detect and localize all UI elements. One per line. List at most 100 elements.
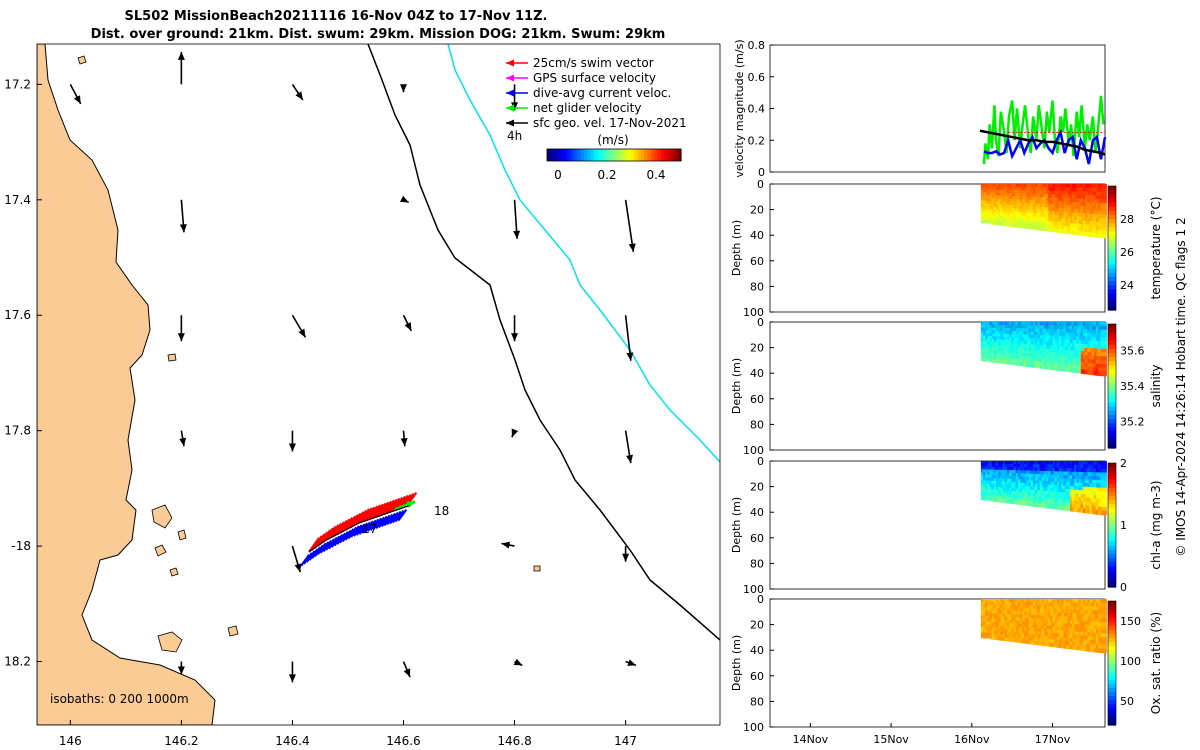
current-vector bbox=[397, 509, 408, 522]
swim-vector bbox=[316, 531, 329, 547]
oxygen-y-tick: 60 bbox=[750, 670, 764, 683]
current-vector bbox=[361, 521, 372, 534]
velocity-y-tick: 0.6 bbox=[748, 71, 766, 84]
chla-panel: 0 20 40 60 80 100 Depth (m) 0 1 2 chl-a (mg m-3) bbox=[730, 455, 1163, 596]
velocity-y-tick: 0.4 bbox=[748, 103, 766, 116]
salinity-cbar-tick: 35.6 bbox=[1120, 345, 1145, 358]
current-vector bbox=[305, 550, 316, 563]
chla-y-tick: 0 bbox=[757, 455, 764, 468]
current-vector bbox=[352, 524, 363, 537]
chla-y-tick: 40 bbox=[750, 506, 764, 519]
geo-velocity-arrow bbox=[624, 199, 636, 252]
legend-note: 4h bbox=[507, 129, 522, 143]
geo-velocity-arrow bbox=[179, 199, 187, 233]
velocity-y-tick: 0 bbox=[758, 166, 765, 179]
current-vector bbox=[341, 529, 352, 542]
swim-vector bbox=[360, 507, 373, 523]
current-vector bbox=[344, 528, 355, 541]
swim-vector bbox=[341, 517, 354, 533]
map-y-ticks: 17.2 17.4 17.6 17.8 -18 18.2 bbox=[4, 77, 42, 669]
temperature-y-tick: 60 bbox=[750, 255, 764, 268]
temperature-ylabel: Depth (m) bbox=[730, 220, 743, 276]
swim-vector bbox=[327, 524, 340, 540]
swim-vector bbox=[374, 502, 387, 518]
current-vector bbox=[314, 544, 324, 557]
velocity-series bbox=[982, 95, 1105, 165]
swim-vector bbox=[349, 512, 362, 528]
swim-vector bbox=[380, 500, 393, 516]
legend-arrow bbox=[506, 74, 528, 82]
swim-vector bbox=[385, 498, 398, 515]
track-line bbox=[308, 505, 410, 553]
speed-colorbar bbox=[546, 148, 682, 162]
current-vector bbox=[380, 514, 391, 528]
temperature-y-tick: 0 bbox=[757, 178, 764, 191]
swim-vector bbox=[352, 511, 365, 527]
current-vector bbox=[391, 510, 402, 524]
swim-vector bbox=[344, 515, 357, 531]
swim-vector bbox=[366, 505, 379, 521]
salinity-y-tick: 100 bbox=[743, 444, 764, 457]
current-vector bbox=[339, 531, 349, 544]
geo-velocity-arrow bbox=[513, 658, 523, 667]
map-y-tick-label: -18 bbox=[11, 539, 31, 553]
salinity-y-tick: 20 bbox=[750, 342, 764, 355]
time-x-tick: 15Nov bbox=[873, 733, 909, 746]
geo-velocity-arrow bbox=[288, 661, 296, 683]
swim-vector bbox=[369, 504, 382, 520]
oxygen-y-tick: 100 bbox=[743, 721, 764, 734]
land-mass bbox=[37, 44, 216, 725]
track-label-17: 17 bbox=[362, 522, 377, 536]
oxygen-colorbar: 50 100 150 Ox. sat. ratio (%) bbox=[1107, 600, 1163, 726]
temperature-colorbar: 24 26 28 temperature (°C) bbox=[1107, 185, 1163, 311]
chla-y-tick: 80 bbox=[750, 557, 764, 570]
legend-entry: net glider velocity bbox=[533, 101, 641, 115]
geo-velocity-arrow bbox=[625, 659, 637, 667]
temperature-y-tick: 100 bbox=[743, 306, 764, 319]
geo-velocity-arrow bbox=[402, 314, 413, 332]
oxygen-cbar-label: Ox. sat. ratio (%) bbox=[1149, 612, 1163, 714]
geo-vectors bbox=[69, 51, 637, 683]
isobath-1000 bbox=[447, 44, 720, 463]
credit-text: © IMOS 14-Apr-2024 14:26:14 Hobart time.… bbox=[1174, 217, 1188, 556]
map-x-ticks: 146 146.2 146.4 146.6 146.8 147 bbox=[59, 720, 637, 748]
current-vector bbox=[319, 541, 330, 554]
current-vector bbox=[369, 518, 380, 531]
geo-velocity-arrow bbox=[501, 541, 515, 549]
velocity-ylabel: velocity magnitude (m/s) bbox=[733, 39, 746, 177]
colorbar-tick-2: 0.4 bbox=[646, 168, 665, 182]
swim-vector bbox=[388, 497, 401, 514]
swim-vector bbox=[322, 527, 334, 543]
colorbar-label: (m/s) bbox=[597, 133, 628, 147]
chla-cbar-tick: 1 bbox=[1120, 519, 1127, 532]
temperature-y-tick: 20 bbox=[750, 204, 764, 217]
temperature-y-tick: 80 bbox=[750, 280, 764, 293]
map-panel: 146 146.2 146.4 146.6 146.8 147 17.217.417.61… bbox=[4, 43, 721, 748]
current-vector bbox=[330, 535, 341, 548]
salinity-ylabel: Depth (m) bbox=[730, 358, 743, 414]
geo-velocity-arrow bbox=[624, 430, 633, 464]
geo-velocity-arrow bbox=[177, 315, 185, 342]
oxygen-cells bbox=[980, 599, 1107, 654]
swim-vector bbox=[372, 503, 384, 519]
swim-vector bbox=[347, 514, 359, 530]
current-vector bbox=[347, 526, 358, 540]
legend-entry: sfc geo. vel. 17-Nov-2021 bbox=[533, 116, 687, 130]
legend-entry: GPS surface velocity bbox=[533, 71, 656, 85]
current-vector bbox=[386, 512, 397, 526]
current-vector bbox=[366, 519, 377, 532]
velocity-series bbox=[979, 129, 1106, 156]
chla-cbar-tick: 0 bbox=[1120, 581, 1127, 594]
current-vector bbox=[316, 542, 327, 555]
time-x-tick: 16Nov bbox=[954, 733, 990, 746]
swim-vector bbox=[383, 499, 395, 515]
map-x-tick-label: 146 bbox=[59, 734, 82, 748]
colorbar-tick-0: 0 bbox=[554, 168, 562, 182]
current-vector bbox=[394, 509, 405, 523]
salinity-colorbar: 35.2 35.4 35.6 salinity bbox=[1107, 323, 1163, 449]
current-vector bbox=[389, 511, 399, 525]
swim-vector bbox=[319, 529, 332, 545]
